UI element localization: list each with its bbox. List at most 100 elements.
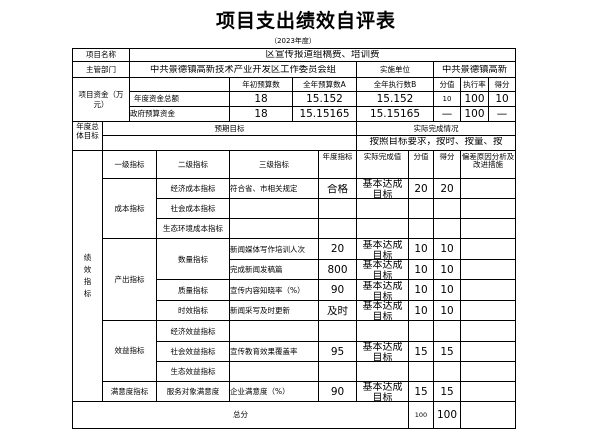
level2-cell: 服务对象满意度 (156, 381, 230, 402)
funds-label: 项目资金（万元） (78, 89, 124, 109)
header-cell: 二级指标 (156, 150, 230, 179)
annual-target: 20 (330, 244, 345, 254)
weight-cell: 10 (408, 259, 434, 280)
target-cell (318, 198, 357, 219)
funds-value: 18 (254, 94, 268, 104)
level3-indicator: 新闻采写及时更新 (230, 306, 291, 315)
header-cell: 分值 (408, 150, 434, 179)
actual-value: 基本达成目标 (362, 382, 403, 401)
level2-indicator: 生态效益指标 (170, 367, 216, 376)
actual-value: 基本达成目标 (362, 280, 403, 300)
total-score: 100 (436, 410, 458, 420)
level2-cell: 经济成本指标 (156, 178, 230, 199)
weight-value: 10 (414, 305, 428, 316)
note-cell (460, 238, 516, 260)
level2-indicator: 时效指标 (178, 306, 208, 315)
note-cell (460, 381, 516, 402)
actual-value: 基本达成目标 (362, 179, 403, 198)
header-cell: 实际完成情况 (356, 121, 516, 136)
score-value: 20 (440, 183, 454, 194)
target-cell: 90 (318, 381, 357, 402)
header-cell: 得分 (488, 77, 516, 92)
value-cell: 100 (460, 106, 489, 122)
level1-cell: 效益指标 (102, 320, 157, 382)
annual-target: 95 (330, 346, 345, 357)
weight-cell: 20 (408, 178, 434, 199)
value-cell: 18 (229, 91, 293, 107)
dept-value: 中共景德镇高新技术产业开发区工作委员会组 (150, 64, 336, 75)
label-cell: 实施单位 (356, 61, 434, 78)
note-cell (460, 198, 516, 219)
total-note-cell (460, 401, 516, 429)
score-cell: 10 (433, 279, 461, 301)
actual-cell: 基本达成目标 (356, 300, 409, 321)
level3-indicator: 完成新闻发稿篇 (230, 265, 283, 274)
level3-cell: 宣传内容知晓率（%） (229, 279, 319, 301)
level2-header: 二级指标 (178, 159, 208, 169)
level1-cell: 产出指标 (102, 238, 157, 321)
indicator-row: 满意度指标 服务对象满意度 企业满意度（%） 90 基本达成目标 15 15 (73, 381, 516, 402)
funds-header: 年初预算数 (242, 79, 280, 89)
value-cell: — (433, 106, 461, 122)
year-label: （2023年度） (270, 37, 316, 45)
target-cell (318, 320, 357, 342)
level1-indicator: 满意度指标 (110, 386, 149, 396)
value-cell: 10 (488, 91, 516, 107)
level2-cell: 质量指标 (156, 279, 230, 301)
actual-value (358, 200, 408, 218)
value-cell: 中共景德镇高新技术产业开发区工作委员会组 (129, 61, 357, 78)
indicator-row: 效益指标 经济效益指标 (73, 320, 516, 382)
level2-cell: 生态效益指标 (156, 361, 230, 382)
level3-cell: 完成新闻发稿篇 (229, 259, 319, 280)
goal-label: 年度总体目标 (76, 122, 99, 141)
annual-target: 90 (330, 285, 345, 295)
funds-value: 10 (495, 94, 509, 104)
actual-cell: 基本达成目标 (356, 178, 409, 199)
note-cell (460, 218, 516, 239)
funds-header: 得分 (494, 79, 510, 89)
funds-row-label: 年度资金总额 (134, 94, 179, 103)
note-cell (460, 259, 516, 280)
score-value: 15 (440, 386, 454, 397)
level3-indicator: 宣传教育效果覆盖率 (230, 347, 298, 356)
indicator-row: 生态环境成本指标 (73, 218, 516, 239)
value-cell: 15.152 (356, 91, 434, 107)
level1-header: 一级指标 (114, 159, 145, 169)
funds-value: 15.152 (306, 94, 343, 104)
actual-value: 基本达成目标 (362, 342, 403, 361)
annual-target: 800 (327, 264, 348, 275)
header-cell: 执行率 (460, 77, 489, 92)
score-value: 10 (440, 244, 454, 254)
score-cell: 10 (433, 300, 461, 321)
actual-cell: 基本达成目标 (356, 238, 409, 260)
blank-cell (129, 77, 230, 92)
value-cell: 15.15165 (292, 106, 357, 122)
target-cell (318, 218, 357, 239)
note-cell (460, 361, 516, 382)
level2-cell: 社会效益指标 (156, 341, 230, 362)
header-cell: 实际完成值 (356, 150, 409, 179)
row-label: 政府预算资金 (129, 106, 230, 122)
funds-value: 100 (464, 109, 485, 119)
score-cell (433, 320, 461, 342)
level3-cell: 企业满意度（%） (229, 381, 319, 402)
level3-indicator: 符合省、市相关规定 (230, 184, 298, 193)
note-cell (460, 320, 516, 342)
header-cell: 预期目标 (102, 121, 357, 136)
actual-value: 基本达成目标 (362, 239, 403, 259)
target-cell: 合格 (318, 178, 357, 199)
level1-indicator: 效益指标 (114, 346, 145, 355)
target-cell: 及时 (318, 300, 357, 321)
score-value: 10 (440, 305, 454, 316)
actual-cell: 基本达成目标 (356, 381, 409, 402)
level2-cell: 生态环境成本指标 (156, 218, 230, 239)
weight-cell (408, 218, 434, 239)
note-cell (460, 300, 516, 321)
level2-indicator: 质量指标 (178, 285, 208, 295)
actual-cell: 基本达成目标 (356, 341, 409, 362)
project-name-label: 项目名称 (86, 50, 116, 59)
level3-cell (229, 198, 319, 219)
expected-goal-cell (102, 135, 357, 151)
score-cell: 10 (433, 238, 461, 260)
value-cell: 100 (460, 91, 489, 107)
